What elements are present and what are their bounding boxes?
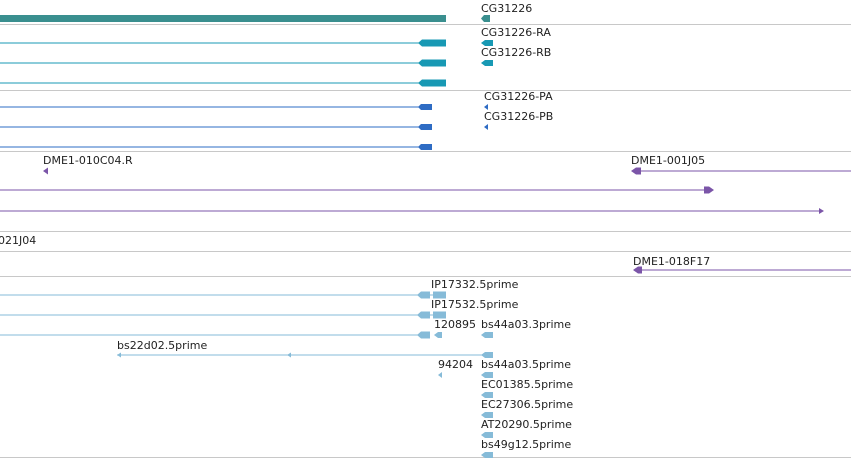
est-end-arrow-icon xyxy=(481,352,493,358)
clone-end-marker-icon[interactable] xyxy=(43,167,48,175)
est-mid-arrow-icon xyxy=(287,352,291,358)
clone-track: DME1-010C04.R DME1-001J05 021J04 DME1-01… xyxy=(0,154,851,274)
clone-end-arrow-icon xyxy=(704,186,714,194)
gene-track: CG31226 xyxy=(0,2,532,22)
transcript-feature[interactable] xyxy=(0,59,493,67)
clone-feature[interactable] xyxy=(0,208,824,214)
est-label[interactable]: bs44a03.3prime xyxy=(481,318,571,331)
est-feature[interactable] xyxy=(0,291,446,299)
est-small-arrow-icon[interactable] xyxy=(438,372,442,378)
transcript-label-rb[interactable]: CG31226-RB xyxy=(481,46,551,59)
gene-label[interactable]: CG31226 xyxy=(481,2,532,15)
protein-arrow-icon xyxy=(418,144,432,150)
est-small-arrow-icon xyxy=(481,332,493,338)
protein-track: CG31226-PA CG31226-PB xyxy=(0,90,553,150)
est-track: IP17332.5prime IP17532.5prime 120895 bs4… xyxy=(0,278,573,458)
est-marker-icon[interactable] xyxy=(481,392,493,398)
clone-feature-018f17[interactable] xyxy=(633,266,851,274)
protein-pb-marker-icon xyxy=(484,124,488,130)
clone-feature[interactable] xyxy=(0,186,714,194)
protein-feature[interactable] xyxy=(0,104,488,110)
clone-start-arrow-icon xyxy=(633,266,642,274)
est-label[interactable]: bs22d02.5prime xyxy=(117,339,207,352)
est-marker-icon[interactable] xyxy=(481,372,493,378)
clone-label-021j04[interactable]: 021J04 xyxy=(0,234,36,247)
transcript-label-ra[interactable]: CG31226-RA xyxy=(481,26,551,39)
transcript-feature[interactable] xyxy=(0,39,493,47)
clone-label-018f17[interactable]: DME1-018F17 xyxy=(633,255,710,268)
est-marker-icon[interactable] xyxy=(481,412,493,418)
est-feature[interactable] xyxy=(0,311,446,319)
est-arrow-icon xyxy=(417,291,430,299)
est-feature[interactable] xyxy=(117,352,493,358)
track-separators xyxy=(0,24,851,458)
clone-label-010c04[interactable]: DME1-010C04.R xyxy=(43,154,133,167)
transcript-track: CG31226-RA CG31226-RB xyxy=(0,26,551,87)
protein-feature[interactable] xyxy=(0,144,432,150)
clone-end-arrow-icon xyxy=(819,208,824,214)
gene-feature-bar[interactable] xyxy=(0,15,446,22)
protein-label-pb[interactable]: CG31226-PB xyxy=(484,110,553,123)
transcript-exon-arrow-icon xyxy=(418,79,446,87)
gene-strand-arrow-icon[interactable] xyxy=(481,15,490,22)
est-arrow-icon xyxy=(417,311,430,319)
clone-label-001j05[interactable]: DME1-001J05 xyxy=(631,154,705,167)
est-label[interactable]: EC01385.5prime xyxy=(481,378,573,391)
protein-feature[interactable] xyxy=(0,124,488,130)
protein-pa-marker-icon xyxy=(484,104,488,110)
est-label[interactable]: 120895 xyxy=(434,318,476,331)
transcript-feature[interactable] xyxy=(0,79,446,87)
protein-arrow-icon xyxy=(418,124,432,130)
est-arrow-icon xyxy=(417,331,430,339)
est-label[interactable]: 94204 xyxy=(438,358,473,371)
est-feature[interactable] xyxy=(0,331,493,339)
protein-arrow-icon xyxy=(418,104,432,110)
est-label[interactable]: bs44a03.5prime xyxy=(481,358,571,371)
est-label[interactable]: IP17332.5prime xyxy=(431,278,519,291)
protein-label-pa[interactable]: CG31226-PA xyxy=(484,90,553,103)
est-label[interactable]: bs49g12.5prime xyxy=(481,438,571,451)
est-start-arrow-icon xyxy=(117,352,121,358)
est-marker-icon[interactable] xyxy=(481,432,493,438)
est-block xyxy=(433,291,446,299)
transcript-rb-marker-icon xyxy=(481,60,493,66)
clone-feature-001j05[interactable] xyxy=(631,167,851,175)
est-marker-icon[interactable] xyxy=(481,452,493,458)
est-label[interactable]: IP17532.5prime xyxy=(431,298,519,311)
transcript-exon-arrow-icon xyxy=(418,59,446,67)
est-block xyxy=(433,311,446,319)
est-small-arrow-icon xyxy=(434,332,442,338)
est-label[interactable]: AT20290.5prime xyxy=(481,418,572,431)
est-label[interactable]: EC27306.5prime xyxy=(481,398,573,411)
transcript-exon-arrow-icon xyxy=(418,39,446,47)
clone-start-arrow-icon xyxy=(631,167,641,175)
transcript-ra-marker-icon xyxy=(481,40,493,46)
